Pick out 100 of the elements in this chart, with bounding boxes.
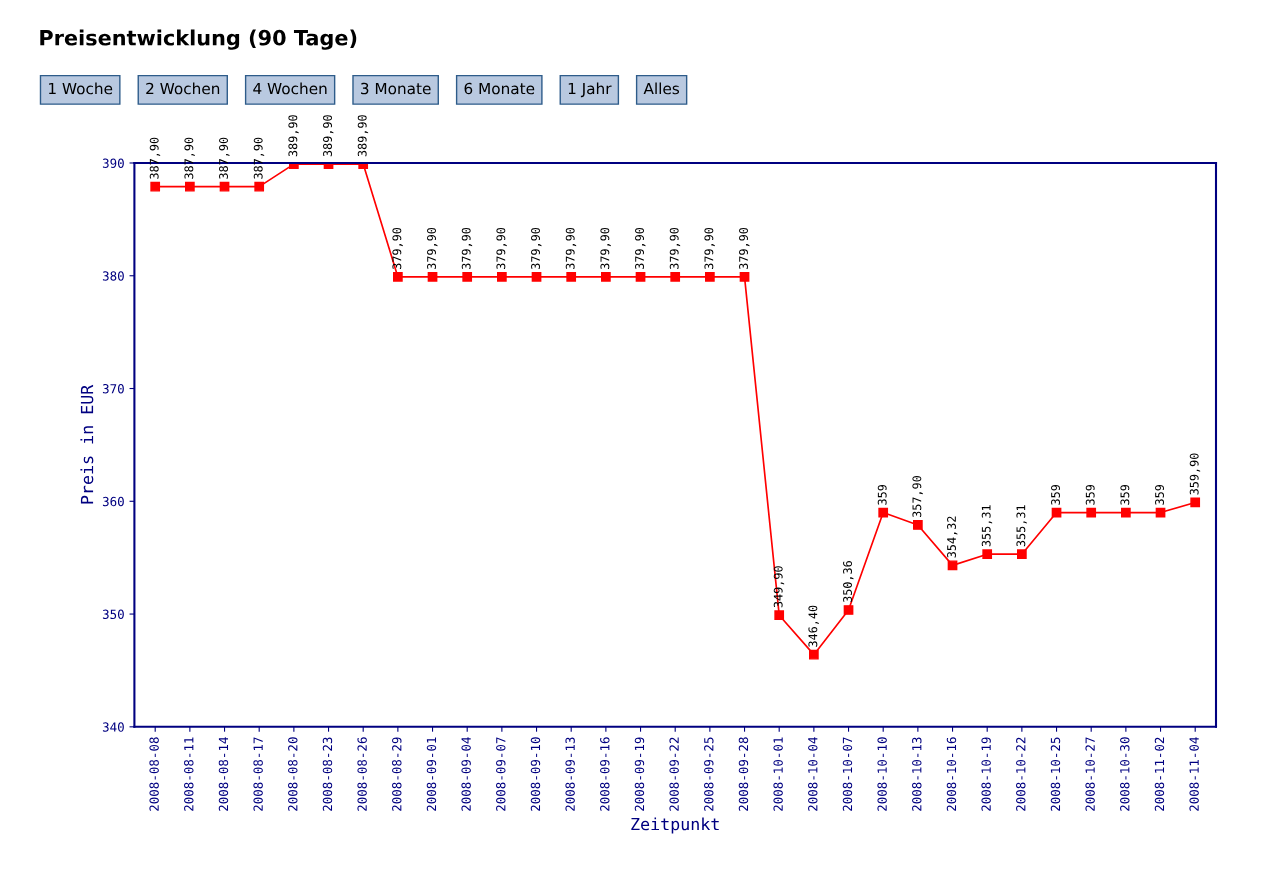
x-tick-label: 2008-08-29	[392, 737, 402, 811]
x-tick-label: 2008-08-17	[253, 737, 263, 811]
point	[601, 272, 611, 282]
x-tick-label: 2008-10-04	[808, 737, 818, 811]
x-tick-label: 2008-10-22	[1016, 737, 1026, 811]
data-label: 379,90	[565, 227, 577, 269]
x-tick-label: 2008-10-01	[773, 737, 783, 811]
x-tick-label: 2008-09-16	[600, 737, 610, 811]
data-label: 355,31	[981, 505, 993, 547]
point	[427, 272, 438, 282]
data-label: 379,90	[704, 227, 715, 269]
text: 3 Monate	[361, 82, 431, 95]
point	[947, 560, 958, 571]
data-label: 355,31	[1016, 505, 1027, 547]
point	[531, 272, 542, 282]
text: 4 Wochen	[253, 82, 327, 95]
x-tick-label: 2008-11-02	[1154, 737, 1165, 811]
data-label: 359	[1051, 484, 1060, 505]
data-label: 349,90	[773, 566, 785, 608]
data-label: 350,36	[843, 561, 854, 603]
data-label: 359	[1155, 484, 1164, 505]
data-label: 379,90	[427, 227, 438, 269]
text: 6 Monate	[464, 82, 535, 95]
y-tick-label: 360	[102, 496, 124, 507]
x-tick-label: 2008-08-14	[218, 737, 229, 811]
point	[393, 272, 403, 282]
point	[566, 272, 577, 282]
data-label: 387,90	[219, 137, 230, 179]
x-tick-label: 2008-10-30	[1120, 737, 1130, 811]
data-label: 379,90	[392, 227, 403, 269]
chart-title: Preisentwicklung (90 Tage)	[40, 29, 357, 50]
data-label: 389,90	[357, 115, 369, 157]
x-tick-label: 2008-08-20	[288, 737, 298, 811]
point	[254, 181, 265, 192]
point	[774, 610, 785, 621]
y-tick-label: 380	[102, 271, 124, 281]
point	[878, 507, 889, 518]
x-tick-label: 2008-09-07	[496, 737, 506, 811]
data-label: 379,90	[669, 227, 681, 269]
data-label: 379,90	[496, 227, 507, 269]
point	[843, 605, 854, 615]
point	[219, 181, 230, 192]
data-label: 379,90	[739, 227, 750, 269]
x-tick-label: 2008-09-28	[738, 737, 749, 811]
y-tick-label: 350	[102, 609, 124, 620]
x-axis-title: Zeitpunkt	[631, 817, 719, 834]
point	[150, 181, 161, 192]
data-label: 389,90	[323, 115, 334, 157]
data-label: 387,90	[184, 137, 195, 179]
x-tick-label: 2008-09-10	[530, 737, 541, 811]
x-tick-label: 2008-09-22	[669, 737, 679, 811]
data-label: 379,90	[600, 227, 611, 269]
y-axis-title: Preis in EUR	[80, 384, 94, 504]
point	[809, 649, 819, 660]
text: 1 Jahr	[568, 82, 612, 98]
x-tick-label: 2008-10-19	[981, 737, 991, 811]
point	[462, 272, 473, 282]
x-tick-label: 2008-10-16	[946, 737, 957, 811]
text: 1 Woche	[49, 82, 113, 95]
y-tick-label: 370	[102, 384, 124, 394]
point	[913, 520, 923, 530]
data-label: 357,90	[912, 475, 923, 518]
x-tick-label: 2008-10-27	[1085, 737, 1095, 811]
x-tick-label: 2008-09-04	[461, 737, 471, 811]
text: 2 Wochen	[146, 82, 220, 95]
x-tick-label: 2008-09-01	[426, 737, 437, 811]
x-tick-label: 2008-08-11	[184, 737, 194, 811]
text: Alles	[643, 82, 680, 95]
point	[739, 272, 750, 282]
data-label: 359	[1120, 484, 1130, 505]
data-label: 359,90	[1189, 453, 1201, 495]
y-tick-label: 390	[102, 158, 124, 168]
point	[1121, 507, 1131, 518]
point	[705, 272, 715, 282]
data-label: 359	[1085, 484, 1095, 505]
data-label: 346,40	[808, 605, 819, 647]
y-tick-label: 340	[102, 722, 124, 732]
x-tick-label: 2008-09-19	[634, 737, 645, 811]
data-label: 387,90	[149, 137, 161, 179]
point	[185, 181, 195, 192]
data-label: 387,90	[253, 137, 265, 179]
data-label: 379,90	[635, 227, 646, 269]
data-label: 359	[877, 484, 887, 505]
point	[635, 272, 646, 282]
point	[670, 272, 681, 282]
x-tick-label: 2008-11-04	[1189, 737, 1199, 811]
data-label: 379,90	[461, 227, 473, 269]
point	[1190, 497, 1201, 508]
x-tick-label: 2008-10-13	[912, 737, 922, 811]
data-label: 389,90	[288, 115, 299, 157]
point	[1017, 549, 1027, 560]
x-tick-label: 2008-10-07	[842, 737, 853, 811]
data-label: 379,90	[531, 227, 542, 269]
x-tick-label: 2008-10-10	[877, 737, 887, 811]
x-tick-label: 2008-10-25	[1050, 737, 1061, 811]
point	[1086, 507, 1097, 518]
x-tick-label: 2008-08-08	[149, 737, 159, 811]
point	[982, 549, 993, 560]
x-tick-label: 2008-09-25	[704, 737, 714, 811]
x-tick-label: 2008-09-13	[565, 737, 575, 811]
